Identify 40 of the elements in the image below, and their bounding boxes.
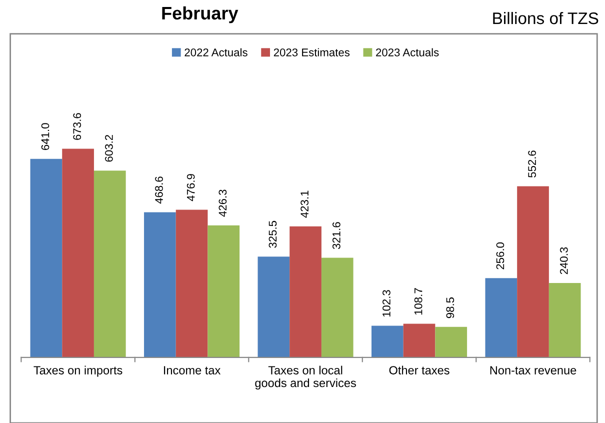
data-label: 476.9 (186, 174, 195, 202)
data-label: 552.6 (528, 150, 536, 178)
x-tick-label: Other taxes (389, 366, 450, 374)
legend-label: 2023 Estimates (274, 48, 350, 56)
x-tick-label: Income tax (164, 366, 221, 374)
bar (30, 158, 62, 358)
data-label: 673.6 (73, 113, 82, 140)
bar (62, 148, 94, 358)
bar (517, 186, 549, 358)
data-label: 98.5 (446, 297, 454, 318)
x-tick-label: Taxes on imports (34, 366, 122, 377)
data-label: 325.5 (268, 220, 277, 248)
bar (548, 282, 581, 358)
legend-label: 2022 Actuals (184, 48, 248, 56)
bar (144, 212, 176, 358)
bar (371, 326, 404, 358)
chart-title: February (162, 6, 238, 24)
bar (290, 226, 322, 358)
data-label: 641.0 (41, 123, 50, 150)
bar (403, 324, 436, 358)
bar (258, 256, 290, 358)
data-label: 423.1 (300, 190, 309, 218)
bar (485, 278, 518, 358)
x-tick-label: Non-tax revenue (490, 366, 576, 374)
legend-label: 2023 Actuals (376, 48, 439, 56)
bar (435, 326, 468, 358)
chart-subtitle: Billions of TZS (493, 12, 598, 24)
data-label: 426.3 (218, 190, 227, 217)
x-tick-label: Taxes on local goods and services (255, 366, 356, 390)
bar (176, 210, 208, 358)
data-label: 102.3 (382, 290, 390, 317)
bar (321, 258, 354, 358)
data-label: 256.0 (496, 242, 504, 270)
data-label: 240.3 (560, 247, 568, 274)
bar (208, 225, 240, 358)
data-label: 603.2 (105, 134, 113, 162)
data-label: 321.6 (332, 222, 340, 250)
bar (94, 170, 126, 358)
data-label: 468.6 (155, 176, 163, 204)
data-label: 108.7 (414, 288, 422, 315)
